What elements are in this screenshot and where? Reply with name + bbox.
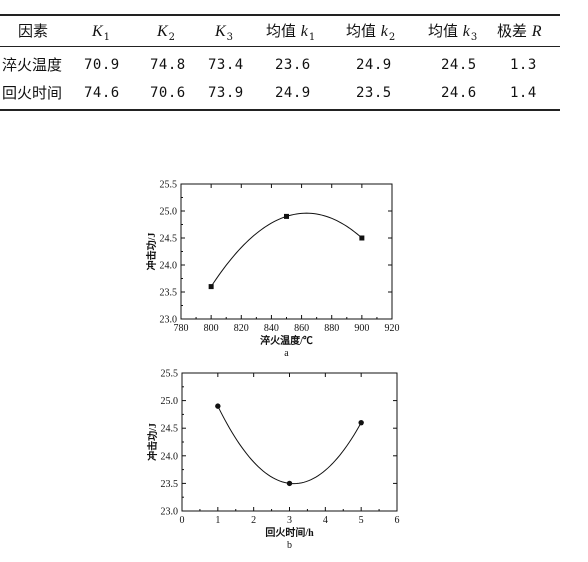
data-point — [359, 235, 365, 241]
header-k1: K1 — [92, 23, 111, 43]
header-mean-k3: 均值 k3 — [428, 22, 478, 43]
chart-b-svg: 0 1 2 3 4 5 6 23.0 23.5 24.0 24.5 25.0 25.5 回火时间/h 冲击功… — [146, 369, 400, 552]
row2-mean-k1: 24.9 — [275, 85, 311, 101]
y-tick-label: 23.5 — [160, 288, 178, 299]
y-tick-label: 24.5 — [161, 424, 179, 435]
y-tick-label: 24.0 — [160, 261, 178, 272]
x-tick-label: 900 — [354, 323, 369, 334]
table-header-rule — [0, 46, 560, 47]
row1-mean-k1: 23.6 — [275, 57, 311, 73]
row2-mean-k3: 24.6 — [441, 85, 477, 101]
x-tick-label: 2 — [251, 515, 256, 526]
x-tick-label: 840 — [264, 323, 279, 334]
fit-curve — [210, 212, 363, 287]
chart-quench-temperature: 780 800 820 840 860 880 900 920 23.0 23.5 24.0 24.5… — [0, 170, 588, 370]
row2-factor: 回火时间 — [2, 84, 63, 102]
row2-k1: 74.6 — [84, 85, 120, 101]
row1-mean-k2: 24.9 — [356, 57, 392, 73]
data-point — [208, 284, 214, 290]
y-tick-label: 24.5 — [160, 234, 178, 245]
table-top-rule — [0, 14, 560, 16]
header-k2: K2 — [157, 23, 176, 43]
y-tick-label: 23.5 — [161, 479, 179, 490]
row1-k3: 73.4 — [208, 57, 244, 73]
data-point — [358, 419, 364, 426]
data-point — [286, 480, 293, 487]
header-mean-k2: 均值 k2 — [346, 22, 396, 43]
header-range-r: 极差 R — [497, 22, 542, 40]
row1-mean-k3: 24.5 — [441, 57, 477, 73]
header-mean-k1: 均值 k1 — [266, 22, 316, 43]
x-tick-label: 1 — [215, 515, 220, 526]
y-tick-label: 25.0 — [161, 396, 179, 407]
x-tick-label: 4 — [323, 515, 328, 526]
header-factor: 因素 — [18, 22, 49, 40]
x-tick-label: 780 — [174, 323, 189, 334]
table-bottom-rule — [0, 109, 560, 111]
y-tick-label: 25.5 — [161, 369, 179, 380]
chart-a-svg: 780 800 820 840 860 880 900 920 23.0 23.5 24.0 24.5… — [145, 180, 400, 360]
x-tick-label: 800 — [204, 323, 219, 334]
y-tick-label: 23.0 — [160, 315, 178, 326]
row2-mean-k2: 23.5 — [356, 85, 392, 101]
y-tick-label: 25.5 — [160, 180, 178, 191]
panel-label: b — [287, 540, 292, 551]
y-tick-label: 23.0 — [161, 507, 179, 518]
x-tick-label: 0 — [180, 515, 185, 526]
row1-k1: 70.9 — [84, 57, 120, 73]
y-tick-label: 24.0 — [161, 451, 179, 462]
plot-frame — [181, 372, 398, 512]
row1-k2: 74.8 — [150, 57, 186, 73]
data-point — [215, 403, 221, 409]
x-tick-label: 6 — [395, 515, 400, 526]
x-tick-label: 920 — [385, 323, 400, 334]
row2-k3: 73.9 — [208, 85, 244, 101]
panel-label: a — [284, 348, 289, 359]
fit-curve — [217, 405, 362, 485]
plot-frame — [180, 183, 393, 320]
x-tick-label: 880 — [324, 323, 339, 334]
y-axis-label: 冲击功/J — [145, 233, 158, 271]
y-axis-label: 冲击功/J — [146, 423, 159, 461]
row2-k2: 70.6 — [150, 85, 186, 101]
row2-range: 1.4 — [510, 85, 537, 101]
header-k3: K3 — [215, 23, 234, 43]
x-tick-label: 5 — [359, 515, 364, 526]
x-tick-label: 820 — [234, 323, 249, 334]
data-point — [284, 213, 289, 219]
row1-range: 1.3 — [510, 57, 537, 73]
x-tick-label: 860 — [294, 323, 309, 334]
x-tick-label: 3 — [287, 515, 292, 526]
row1-factor: 淬火温度 — [2, 56, 63, 74]
y-tick-label: 25.0 — [160, 207, 178, 218]
x-axis-label: 回火时间/h — [265, 526, 314, 539]
chart-temper-time: 0 1 2 3 4 5 6 23.0 23.5 24.0 24.5 25.0 25.5 回火时间/h 冲击功… — [0, 362, 588, 558]
x-axis-label: 淬火温度/℃ — [260, 334, 313, 347]
